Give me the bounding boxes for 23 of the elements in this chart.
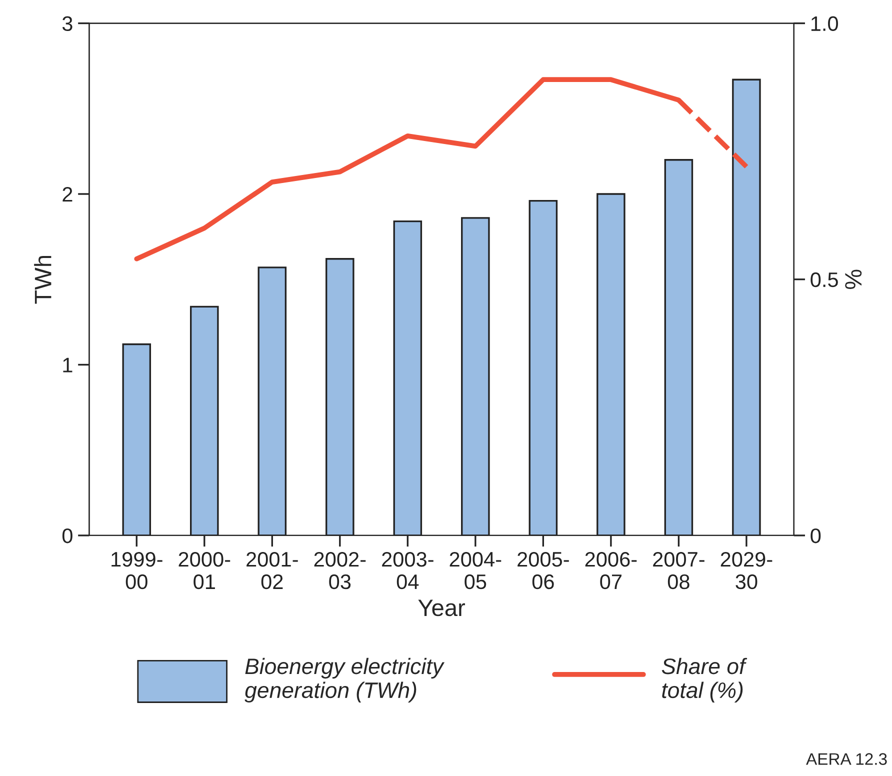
x-tick-label: 2005- 06 (518, 552, 569, 590)
x-tick-label: 2001- 02 (246, 552, 298, 590)
y-axis-title: TWh (34, 256, 52, 304)
x-tick-label: 2002- 03 (314, 552, 366, 590)
legend-label: Share of total (%) (662, 658, 748, 703)
x-tick-label: 2007- 08 (653, 552, 704, 590)
x-tick-label: 2029- 30 (720, 552, 772, 590)
x-tick-label: 1999- 00 (112, 552, 162, 590)
y-tick-label: 3 (62, 16, 72, 32)
y-tick-label: 2 (62, 187, 72, 202)
x-tick-label: 2006- 07 (585, 552, 637, 590)
y-tick-label: 0 (62, 528, 72, 544)
y-tick-label: 1 (63, 358, 72, 372)
y2-tick-label: 0.5 (810, 272, 838, 288)
x-axis-title: Year (418, 600, 466, 616)
y2-axis-title: % (845, 270, 862, 290)
text: AERA 12.3 (806, 753, 887, 765)
legend-label: Bioenergy electricity generation (TWh) (244, 658, 445, 703)
y2-tick-label: 1.0 (811, 16, 838, 32)
y2-tick-label: 0 (810, 528, 821, 544)
x-tick-label: 2000- 01 (178, 552, 230, 590)
x-tick-label: 2004- 05 (450, 552, 502, 590)
x-tick-label: 2003- 04 (382, 552, 434, 590)
